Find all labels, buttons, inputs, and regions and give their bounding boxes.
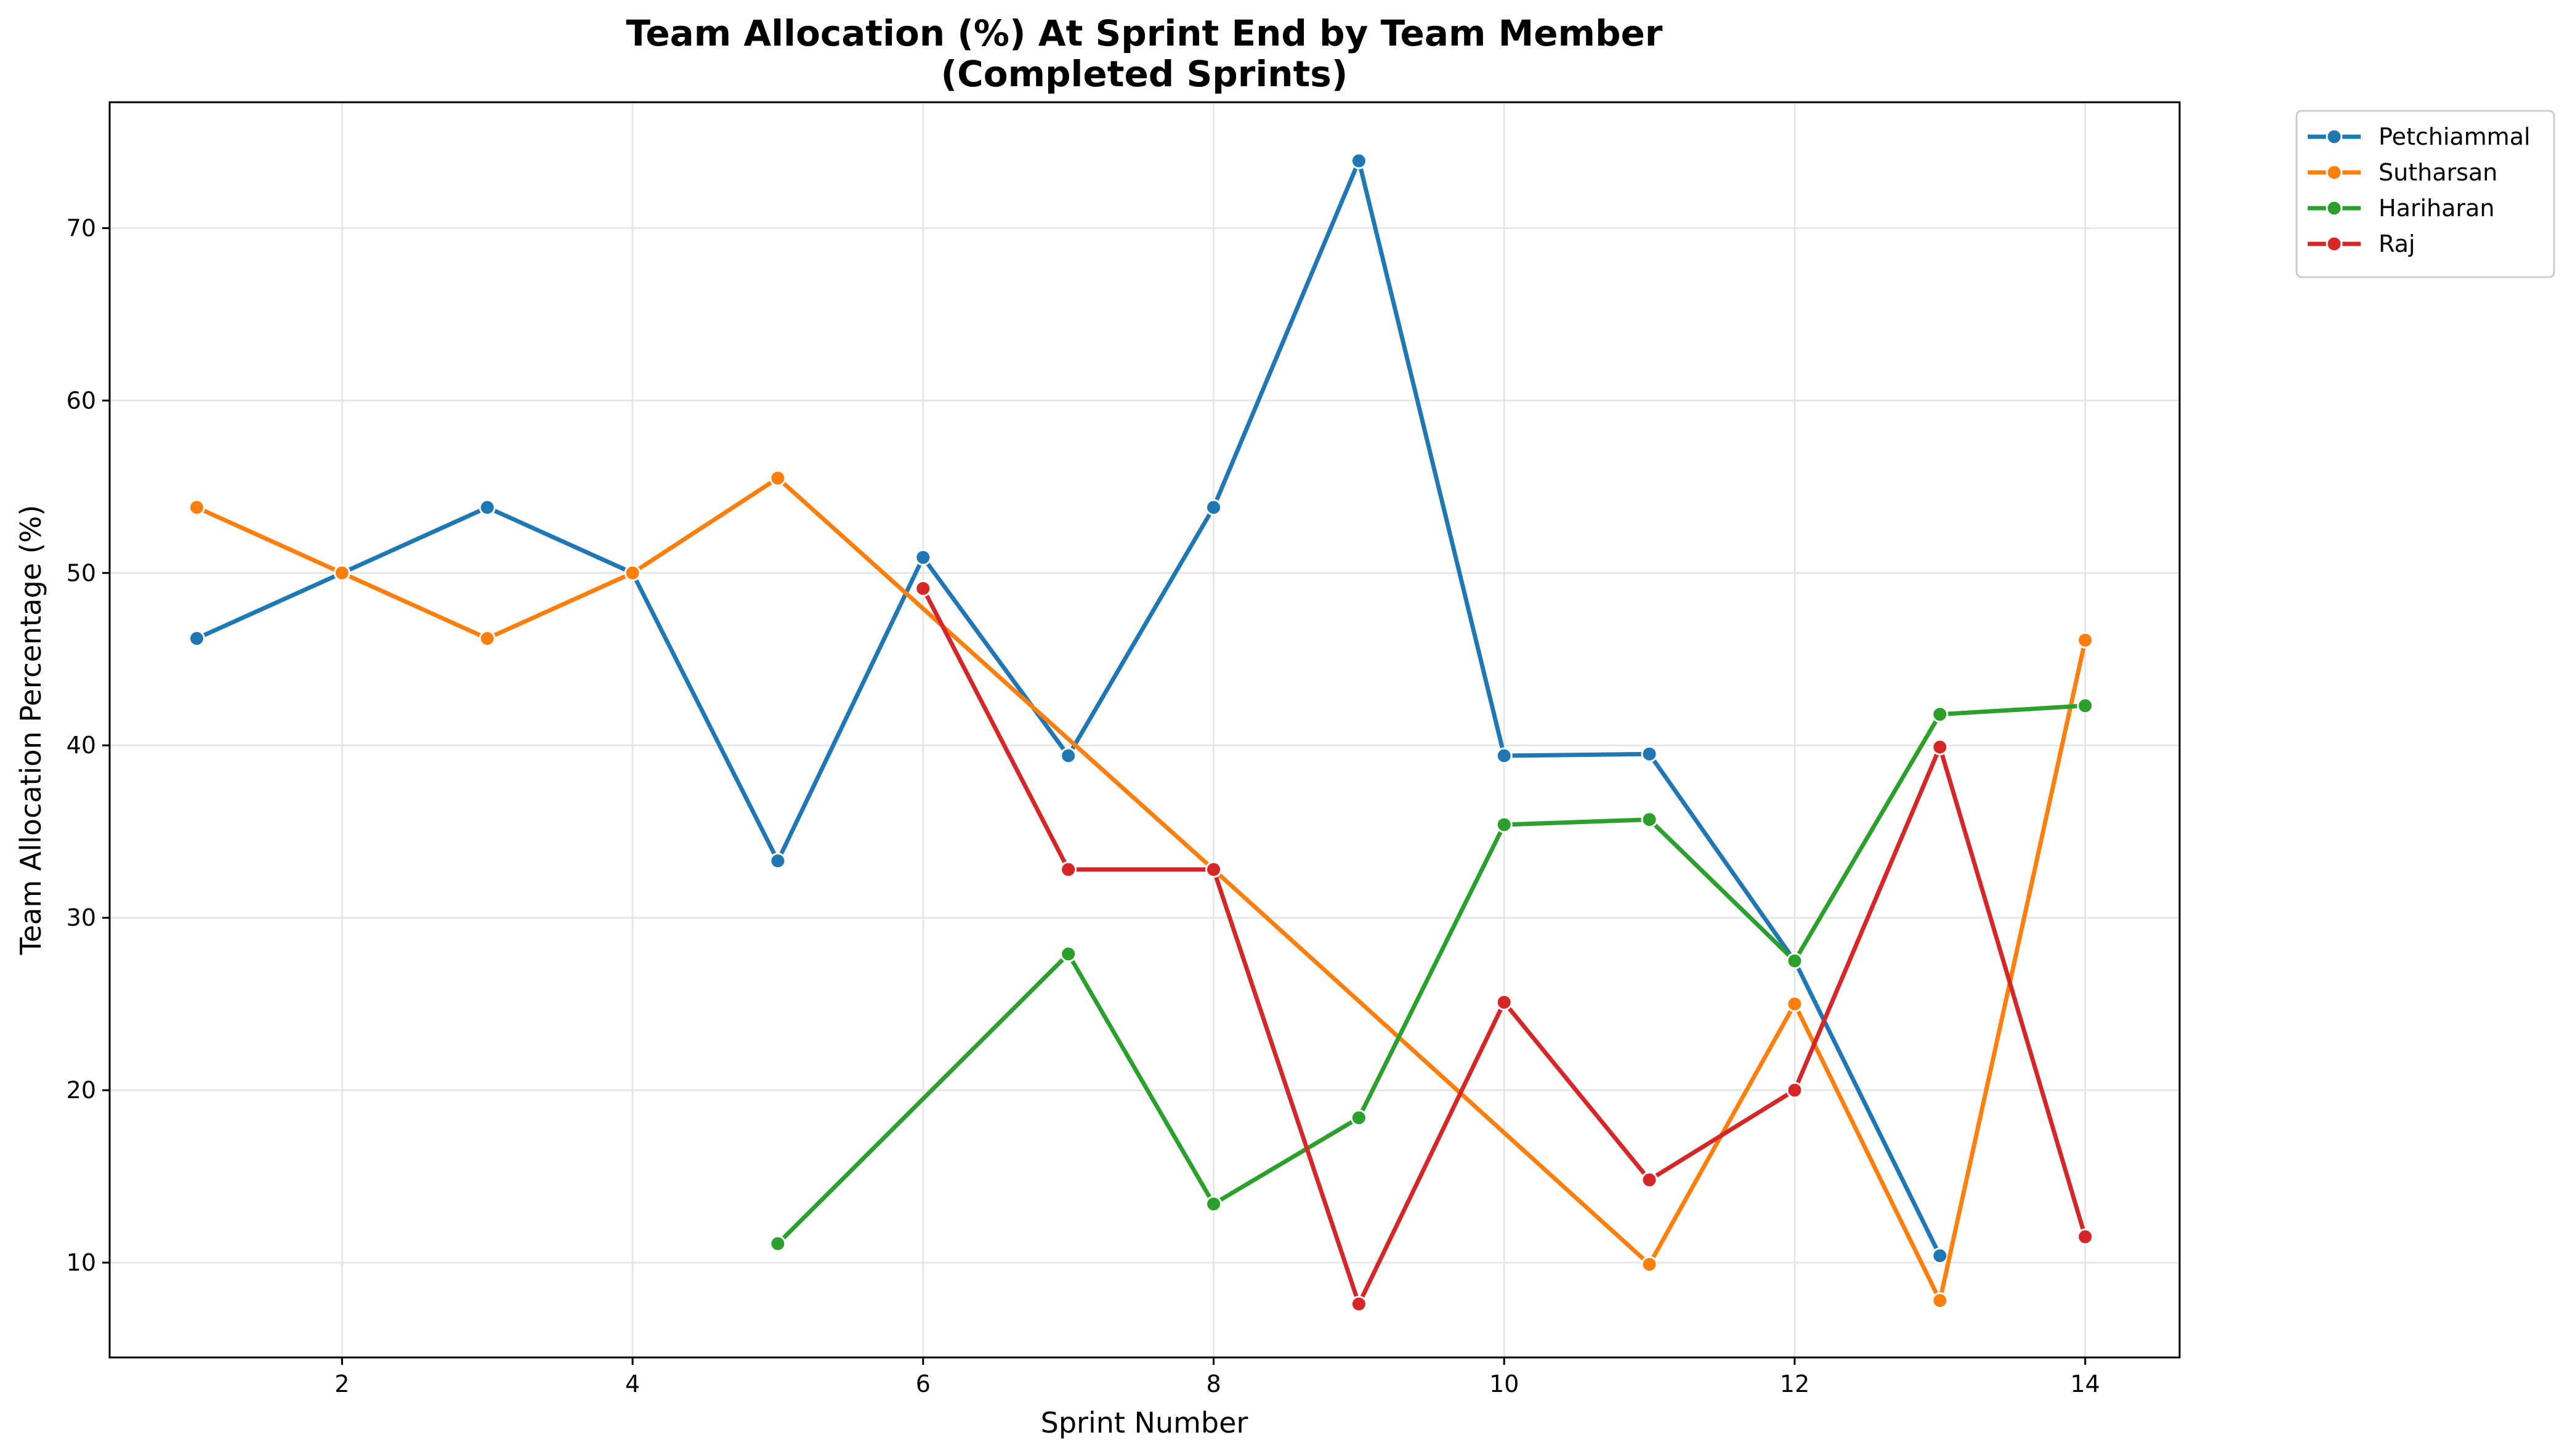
legend-box <box>2295 110 2555 278</box>
legend-label: Raj <box>2379 230 2415 257</box>
axis-ticks: 2 4 6 8 10 12 14 10 20 30 40 50 60 70 <box>67 214 2100 1397</box>
data-point <box>1350 1109 1367 1126</box>
data-point <box>1495 747 1513 764</box>
series-line <box>195 475 2088 1303</box>
legend-marker <box>2326 200 2343 217</box>
x-tick-label: 12 <box>1780 1370 1809 1397</box>
chart-subtitle: (Completed Sprints) <box>941 53 1348 95</box>
series-raj <box>915 580 2094 1312</box>
data-point <box>1060 861 1077 878</box>
y-tick-label: 50 <box>67 559 96 586</box>
data-point <box>479 499 496 516</box>
data-point <box>1205 499 1223 516</box>
data-point <box>1641 745 1658 762</box>
x-tick-label: 6 <box>916 1370 931 1397</box>
data-point <box>1641 811 1658 828</box>
y-axis-label: Team Allocation Percentage (%) <box>14 505 47 956</box>
y-tick-label: 40 <box>67 732 96 759</box>
plot-area-frame <box>108 101 2181 1359</box>
data-point <box>479 630 496 647</box>
data-point <box>1931 706 1949 723</box>
legend-marker <box>2326 128 2343 145</box>
series-hariharan <box>769 697 2094 1252</box>
data-point <box>915 549 932 566</box>
data-point <box>1786 1082 1803 1099</box>
data-point <box>1931 738 1949 756</box>
x-axis-label: Sprint Number <box>1041 1406 1248 1439</box>
data-point <box>1641 1256 1658 1273</box>
data-point <box>1060 945 1077 963</box>
data-point <box>769 1235 786 1252</box>
x-tick-label: 14 <box>2071 1370 2100 1397</box>
x-tick-label: 10 <box>1489 1370 1519 1397</box>
data-point <box>1931 1292 1949 1309</box>
legend: Petchiammal Sutharsan Hariharan Raj <box>2295 110 2555 278</box>
data-point <box>769 852 786 870</box>
y-tick-label: 60 <box>67 387 96 414</box>
data-point <box>2077 697 2094 714</box>
data-point <box>1495 993 1513 1011</box>
y-tick-label: 20 <box>67 1077 96 1104</box>
y-tick-label: 70 <box>67 214 96 241</box>
x-tick-label: 4 <box>625 1370 640 1397</box>
legend-item: Petchiammal <box>2308 123 2531 150</box>
x-tick-label: 8 <box>1206 1370 1221 1397</box>
data-point <box>1350 1295 1367 1312</box>
y-tick-label: 30 <box>67 904 96 931</box>
grid-lines <box>110 102 2180 1357</box>
data-point <box>1205 861 1223 878</box>
data-point <box>1350 152 1367 169</box>
legend-item: Sutharsan <box>2308 159 2497 186</box>
legend-marker <box>2326 164 2343 181</box>
data-point <box>1205 1195 1223 1213</box>
data-point <box>188 630 206 647</box>
legend-label: Sutharsan <box>2379 159 2497 186</box>
data-point <box>188 499 206 516</box>
legend-item: Hariharan <box>2308 195 2494 222</box>
data-point <box>333 564 350 581</box>
legend-item: Raj <box>2308 230 2415 257</box>
data-point <box>2077 1228 2094 1245</box>
data-point <box>2077 631 2094 649</box>
data-point <box>624 564 641 581</box>
y-tick-label: 10 <box>67 1249 96 1276</box>
chart-title: Team Allocation (%) At Sprint End by Tea… <box>626 12 1662 54</box>
legend-label: Petchiammal <box>2379 123 2531 150</box>
series-lines <box>188 152 2094 1312</box>
x-tick-label: 2 <box>334 1370 349 1397</box>
data-point <box>1786 995 1803 1013</box>
data-point <box>1786 952 1803 969</box>
legend-label: Hariharan <box>2379 195 2494 222</box>
data-point <box>1931 1247 1949 1264</box>
legend-marker <box>2326 235 2343 253</box>
data-point <box>769 469 786 487</box>
data-point <box>1495 816 1513 833</box>
data-point <box>1060 747 1077 764</box>
data-point <box>1641 1171 1658 1189</box>
data-point <box>915 580 932 597</box>
